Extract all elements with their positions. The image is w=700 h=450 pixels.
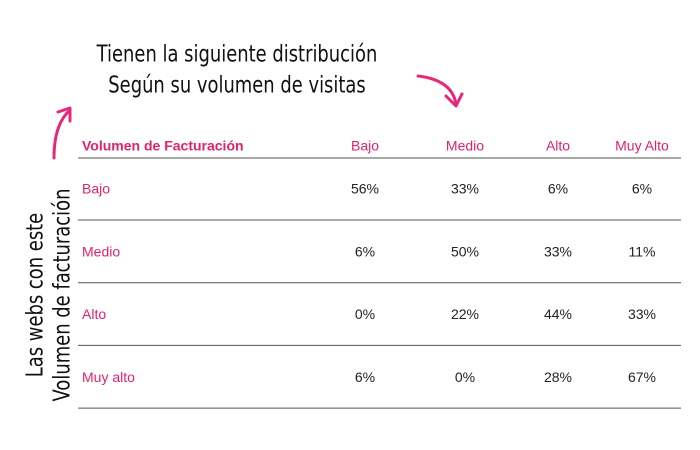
cell-value: 6% xyxy=(632,181,652,197)
cell-value: 11% xyxy=(629,243,656,259)
cell-value: 6% xyxy=(548,181,568,197)
cell-value: 33% xyxy=(544,243,572,259)
row-label: Muy alto xyxy=(82,369,135,385)
heading-line: Según su volumen de visitas xyxy=(108,72,365,99)
cell-value: 0% xyxy=(355,306,375,322)
side-label-line: Las webs con este xyxy=(22,213,49,377)
table: Volumen de Facturación Bajo Medio Alto Muy A… xyxy=(78,138,681,409)
cell-value: 22% xyxy=(451,306,479,322)
cell-value: 6% xyxy=(355,243,375,259)
cell-value: 6% xyxy=(355,369,375,385)
cell-value: 33% xyxy=(628,306,656,322)
cell-value: 50% xyxy=(451,243,479,259)
arrow-up xyxy=(52,106,72,160)
cell-value: 44% xyxy=(544,306,572,322)
side-label: Las webs con este Volumen de facturación xyxy=(22,189,76,402)
heading: Tienen la siguiente distribución Según s… xyxy=(96,41,378,99)
cell-value: 67% xyxy=(628,369,656,385)
row-label: Bajo xyxy=(82,181,110,197)
header-cell: Bajo xyxy=(351,138,379,154)
header-cell: Muy Alto xyxy=(615,138,669,154)
heading-line: Tienen la siguiente distribución xyxy=(96,41,378,68)
arrow-right xyxy=(416,74,464,108)
row-label: Medio xyxy=(82,243,120,259)
cell-value: 56% xyxy=(351,181,379,197)
cell-value: 33% xyxy=(451,181,479,197)
header-cell: Alto xyxy=(546,138,570,154)
side-label-line: Volumen de facturación xyxy=(49,189,76,402)
row-label: Alto xyxy=(82,306,106,322)
cell-value: 28% xyxy=(544,369,572,385)
cell-value: 0% xyxy=(455,369,475,385)
header-cell: Medio xyxy=(446,138,484,154)
header-cell: Volumen de Facturación xyxy=(82,138,244,154)
